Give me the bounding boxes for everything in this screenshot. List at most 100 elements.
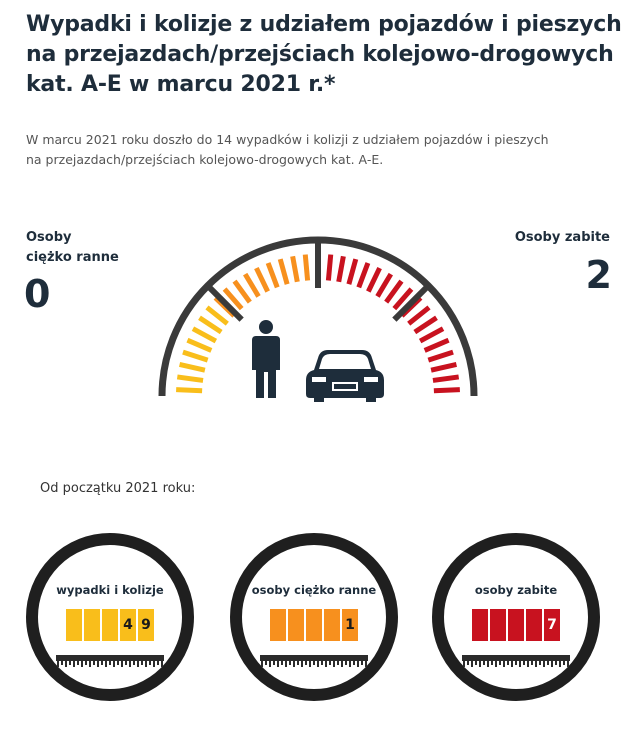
ruler-bar <box>56 655 164 661</box>
ruler-tick <box>523 661 525 665</box>
ruler-tick <box>349 661 351 667</box>
counter-display: 1 <box>270 609 358 641</box>
injured-value: 0 <box>24 272 51 316</box>
counter-digit <box>270 609 286 641</box>
ruler-tick <box>141 661 143 665</box>
ruler-tick <box>547 661 549 665</box>
ruler-icon <box>462 655 570 667</box>
gauge-tick <box>413 315 438 335</box>
speed-gauge <box>158 236 478 402</box>
ruler-tick <box>539 661 541 665</box>
counter-digit: 4 <box>120 609 136 641</box>
title-line: kat. A-E w marcu 2021 r.* <box>26 72 336 97</box>
counter-digit <box>66 609 82 641</box>
gauge-ticks <box>176 242 460 394</box>
ruler-tick <box>507 661 509 665</box>
counter-display: 4 9 <box>66 609 154 641</box>
person-icon <box>252 320 280 398</box>
injured-label-line: ciężko ranne <box>26 250 119 265</box>
ruler-tick <box>73 661 75 667</box>
ruler-tick <box>265 661 267 665</box>
gauge-tick <box>356 262 371 289</box>
ruler-icon <box>56 655 164 667</box>
ruler-tick <box>543 661 545 667</box>
killed-value: 2 <box>585 253 612 297</box>
gauge-tick <box>232 279 252 304</box>
ruler-icon <box>260 655 368 667</box>
dial-label: osoby ciężko ranne <box>251 583 377 597</box>
ruler-tick <box>61 661 63 665</box>
dial-label: wypadki i kolizje <box>56 583 164 597</box>
counter-digit <box>508 609 524 641</box>
ruler-tick <box>285 661 287 667</box>
counter-digit <box>472 609 488 641</box>
counter-digit: 7 <box>544 609 560 641</box>
ruler-tick <box>313 661 315 665</box>
injured-label: Osoby ciężko ranne <box>26 228 119 268</box>
ruler-tick <box>305 661 307 665</box>
ruler-tick <box>129 661 131 667</box>
gauge-divider <box>392 284 430 322</box>
injured-label-line: Osoby <box>26 230 72 245</box>
counter-digit <box>324 609 340 641</box>
ruler-tick <box>563 661 565 665</box>
dial-accidents: wypadki i kolizje 4 9 <box>26 533 194 701</box>
gauge-tick <box>375 272 393 298</box>
ruler-tick <box>309 661 311 667</box>
counter-digit <box>84 609 100 641</box>
ruler-tick <box>511 661 513 667</box>
ruler-tick <box>483 661 485 665</box>
killed-label-line: Osoby zabite <box>514 230 610 245</box>
gauge-tick <box>384 279 404 304</box>
gauge-tick <box>302 254 311 281</box>
gauge-divider <box>206 284 244 322</box>
ruler-tick <box>125 661 127 665</box>
ruler-tick <box>357 661 359 667</box>
ruler-tick <box>531 661 533 665</box>
ruler-tick <box>161 661 163 667</box>
ruler-tick <box>273 661 275 665</box>
ruler-tick <box>297 661 299 665</box>
gauge-tick <box>430 361 457 373</box>
ruler-tick <box>93 661 95 665</box>
ruler-tick <box>65 661 67 667</box>
ruler-tick <box>261 661 263 667</box>
ruler-tick <box>85 661 87 665</box>
gauge-tick <box>222 287 244 311</box>
ruler-tick <box>551 661 553 667</box>
ruler-tick <box>535 661 537 667</box>
ruler-tick <box>495 661 497 667</box>
intro-line: na przejazdach/przejściach kolejowo-drog… <box>26 152 384 167</box>
ruler-tick <box>89 661 91 667</box>
ruler-tick <box>515 661 517 665</box>
ruler-tick <box>329 661 331 665</box>
gauge-tick <box>254 266 270 293</box>
ruler-tick <box>337 661 339 665</box>
ruler-bar <box>462 655 570 661</box>
counter-digit <box>102 609 118 641</box>
ruler-tick <box>101 661 103 665</box>
gauge-tick <box>186 337 213 353</box>
ruler-tick <box>467 661 469 665</box>
ruler-tick <box>153 661 155 667</box>
ruler-tick <box>149 661 151 665</box>
counter-digit: 1 <box>342 609 358 641</box>
ruler-tick <box>361 661 363 665</box>
ruler-tick <box>345 661 347 665</box>
ruler-tick <box>499 661 501 665</box>
ruler-tick <box>97 661 99 667</box>
title-line: Wypadki i kolizje z udziałem pojazdów i … <box>26 12 622 37</box>
ruler-tick <box>157 661 159 665</box>
ruler-tick <box>145 661 147 667</box>
car-icon <box>306 350 384 402</box>
ruler-tick <box>77 661 79 665</box>
gauge-tick <box>432 374 460 383</box>
gauge-tick <box>265 262 280 289</box>
gauge-arc <box>158 236 478 397</box>
gauge-tick <box>346 258 359 285</box>
gauge-tick <box>191 326 218 344</box>
ruler-tick <box>277 661 279 667</box>
ruler-tick <box>293 661 295 667</box>
gauge-tick <box>325 254 334 281</box>
title-line: na przejazdach/przejściach kolejowo-drog… <box>26 42 614 67</box>
